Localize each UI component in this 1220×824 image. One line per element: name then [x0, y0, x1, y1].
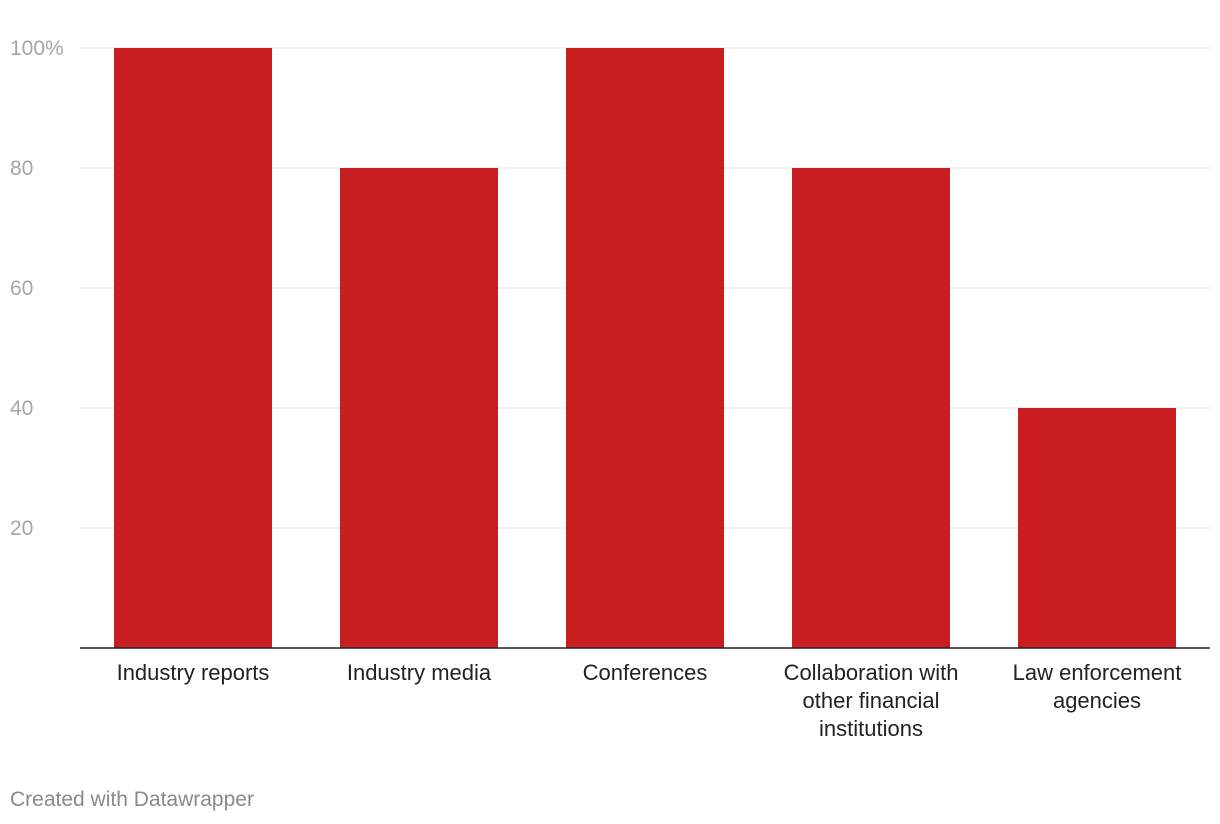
- x-label-line: Industry media: [347, 660, 492, 685]
- bar-industry-media: [340, 168, 498, 648]
- y-tick-label: 80: [10, 157, 33, 180]
- bar-collaboration-with-other-financial-institutions: [792, 168, 950, 648]
- datawrapper-credit: Created with Datawrapper: [10, 788, 254, 811]
- x-label-line: Conferences: [583, 660, 708, 685]
- y-tick-label: 40: [10, 397, 33, 420]
- bars: [114, 48, 1176, 648]
- y-tick-label: 100%: [10, 37, 64, 60]
- x-label-line: Collaboration with: [784, 660, 959, 685]
- x-label-industry-media: Industry media: [347, 660, 492, 685]
- bar-conferences: [566, 48, 724, 648]
- bar-law-enforcement-agencies: [1018, 408, 1176, 648]
- y-tick-label: 60: [10, 277, 33, 300]
- y-tick-label: 20: [10, 517, 33, 540]
- x-label-line: agencies: [1053, 688, 1141, 713]
- x-label-line: institutions: [819, 716, 923, 741]
- x-label-industry-reports: Industry reports: [117, 660, 270, 685]
- x-label-law-enforcement-agencies: Law enforcement agencies: [1013, 660, 1182, 713]
- x-label-line: Law enforcement: [1013, 660, 1182, 685]
- x-label-collaboration-with-other-financial-institutions: Collaboration with other financial institu…: [784, 660, 959, 741]
- x-label-line: Industry reports: [117, 660, 270, 685]
- bar-industry-reports: [114, 48, 272, 648]
- x-label-line: other financial: [803, 688, 940, 713]
- x-axis-labels: Industry reports Industry media Conference…: [117, 660, 1182, 741]
- x-label-conferences: Conferences: [583, 660, 708, 685]
- y-axis-ticks: 20 40 60 80 100%: [10, 37, 64, 540]
